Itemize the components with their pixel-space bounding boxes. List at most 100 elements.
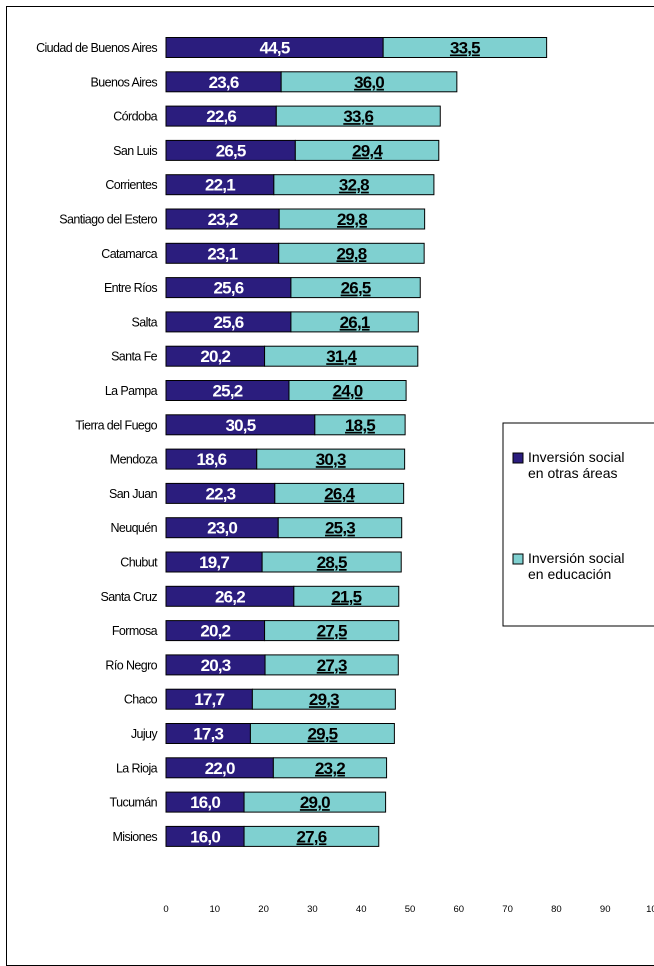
category-label: San Juan [109, 487, 158, 501]
bar-segment-educacion [264, 654, 399, 676]
data-label-educacion: 23,2 [315, 759, 345, 778]
data-label-otras-areas: 16,0 [190, 793, 220, 812]
bar-segment-educacion [261, 551, 402, 573]
bar-segment-educacion [314, 414, 406, 436]
data-label-educacion: 33,5 [450, 39, 480, 58]
data-label-otras-areas: 22,1 [205, 176, 235, 195]
bar-segment-educacion [290, 277, 421, 299]
bar-segment-educacion [293, 585, 400, 607]
data-label-educacion: 26,5 [341, 279, 371, 298]
data-label-educacion: 29,8 [336, 244, 366, 263]
data-label-educacion: 29,3 [309, 690, 339, 709]
legend-swatch [512, 452, 524, 464]
x-tick-label: 0 [163, 904, 168, 915]
data-label-educacion: 27,5 [317, 622, 347, 641]
x-tick-label: 60 [454, 904, 465, 915]
data-label-educacion: 27,3 [317, 656, 347, 675]
data-label-otras-areas: 18,6 [196, 450, 226, 469]
x-tick-label: 10 [210, 904, 221, 915]
x-tick-label: 20 [258, 904, 269, 915]
category-label: Jujuy [131, 727, 159, 741]
legend-swatch [512, 553, 524, 565]
bar-segment-educacion [264, 620, 400, 642]
data-label-educacion: 31,4 [326, 347, 357, 366]
data-label-otras-areas: 22,0 [205, 759, 235, 778]
category-label: Entre Ríos [104, 281, 157, 295]
category-label: Tierra del Fuego [75, 418, 157, 432]
data-label-otras-areas: 20,3 [201, 656, 231, 675]
legend-label: en otras áreas [528, 465, 618, 481]
data-label-otras-areas: 17,7 [194, 690, 224, 709]
bar-segment-educacion [275, 105, 441, 127]
data-label-otras-areas: 22,6 [206, 107, 236, 126]
category-label: Salta [132, 315, 158, 329]
data-label-otras-areas: 17,3 [193, 725, 223, 744]
data-label-otras-areas: 25,6 [214, 279, 244, 298]
data-label-otras-areas: 44,5 [260, 39, 290, 58]
data-label-otras-areas: 23,1 [207, 244, 237, 263]
category-label: Santiago del Estero [59, 213, 157, 227]
legend-label: Inversión social [528, 550, 625, 566]
category-label: Catamarca [101, 247, 157, 261]
data-label-educacion: 36,0 [354, 73, 384, 92]
bar-segment-educacion [249, 723, 395, 744]
bar-segment-educacion [243, 825, 380, 847]
category-label: Chubut [120, 556, 158, 570]
category-label: Río Negro [105, 658, 157, 672]
bar-segment-educacion [278, 242, 425, 264]
bar-segment-educacion [277, 517, 403, 539]
x-tick-label: 100 [646, 904, 654, 915]
data-label-educacion: 24,0 [333, 382, 363, 401]
data-label-educacion: 28,5 [317, 553, 347, 572]
bar-segment-educacion [243, 791, 387, 813]
data-label-otras-areas: 30,5 [225, 416, 255, 435]
category-label: Buenos Aires [91, 75, 158, 89]
category-label: Neuquén [110, 521, 157, 535]
data-label-educacion: 32,8 [339, 176, 369, 195]
data-label-educacion: 18,5 [345, 416, 375, 435]
category-label: Chaco [124, 693, 158, 707]
stacked-bar-chart: Ciudad de Buenos Aires 44,5 33,5 Buenos Air… [36, 37, 654, 915]
category-label: Tucumán [110, 796, 158, 810]
bar-segment-educacion [382, 37, 548, 58]
category-label: Formosa [112, 624, 158, 638]
data-label-educacion: 25,3 [325, 519, 355, 538]
data-label-educacion: 26,4 [324, 484, 355, 503]
category-label: Mendoza [110, 453, 158, 467]
bar-segment-educacion [273, 174, 435, 196]
legend-box [502, 422, 654, 627]
x-tick-label: 30 [307, 904, 318, 915]
data-label-otras-areas: 25,6 [214, 313, 244, 332]
category-label: La Pampa [105, 384, 158, 398]
data-label-otras-areas: 19,7 [199, 553, 229, 572]
bar-segment-educacion [274, 482, 405, 504]
bar-segment-educacion [272, 757, 388, 779]
data-label-otras-areas: 26,2 [215, 587, 245, 606]
data-label-otras-areas: 25,2 [213, 382, 243, 401]
data-label-educacion: 30,3 [316, 450, 346, 469]
category-label: La Rioja [116, 761, 158, 775]
data-label-educacion: 29,8 [337, 210, 367, 229]
data-label-educacion: 21,5 [331, 587, 361, 606]
data-label-educacion: 29,0 [300, 793, 330, 812]
data-label-otras-areas: 20,2 [200, 622, 230, 641]
bar-segment-educacion [288, 380, 407, 401]
category-label: San Luis [113, 144, 157, 158]
bar-segment-educacion [294, 139, 440, 161]
data-label-otras-areas: 23,6 [209, 73, 239, 92]
category-label: Corrientes [105, 178, 157, 192]
data-label-otras-areas: 23,0 [207, 519, 237, 538]
x-tick-label: 70 [502, 904, 513, 915]
data-label-educacion: 26,1 [340, 313, 370, 332]
bar-segment-educacion [251, 688, 396, 710]
x-tick-label: 90 [600, 904, 611, 915]
data-label-otras-areas: 20,2 [200, 347, 230, 366]
legend-label: en educación [528, 566, 611, 582]
category-label: Santa Cruz [100, 590, 157, 604]
data-label-otras-areas: 23,2 [208, 210, 238, 229]
bar-segment-educacion [290, 311, 419, 333]
data-label-educacion: 29,5 [307, 725, 337, 744]
legend-label: Inversión social [528, 449, 625, 465]
x-tick-label: 80 [551, 904, 562, 915]
data-label-educacion: 33,6 [343, 107, 373, 126]
